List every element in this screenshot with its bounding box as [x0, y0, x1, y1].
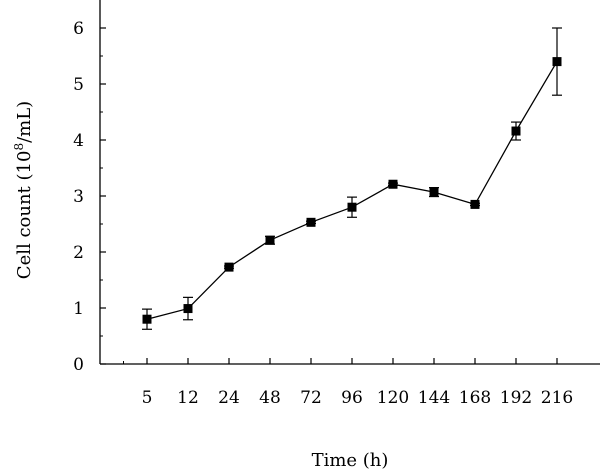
data-point: [511, 126, 521, 136]
x-axis-title: Time (h): [312, 450, 389, 471]
x-axis: 5 12 24 48 72 96 120 144 168 192 216: [123, 358, 573, 408]
y-axis-title-suffix: /mL): [14, 101, 35, 143]
data-point: [347, 202, 357, 212]
y-tick-label: 3: [73, 187, 84, 207]
data-point: [142, 314, 152, 324]
y-tick-label: 4: [73, 131, 84, 151]
x-tick-label: 120: [377, 388, 409, 408]
x-tick-label: 12: [177, 388, 199, 408]
y-axis-title-superscript: 8: [12, 143, 26, 151]
y-tick-label: 5: [73, 75, 84, 95]
data-point: [265, 235, 275, 245]
data-point: [388, 179, 398, 189]
x-tick-label: 72: [300, 388, 322, 408]
y-tick-label: 2: [73, 243, 84, 263]
y-tick-label: 0: [73, 355, 84, 375]
x-tick-label: 5: [142, 388, 153, 408]
data-point: [552, 57, 562, 67]
x-tick-label: 24: [218, 388, 240, 408]
x-tick-label: 168: [459, 388, 491, 408]
x-tick-label: 144: [418, 388, 450, 408]
y-tick-label: 6: [73, 19, 84, 39]
data-point: [429, 187, 439, 197]
data-point: [183, 304, 193, 314]
data-markers: [142, 57, 562, 324]
error-bars: [142, 27, 562, 330]
data-point: [306, 217, 316, 227]
plot-area: [99, 0, 600, 365]
y-axis-title-prefix: Cell count (10: [14, 151, 35, 280]
data-point: [470, 199, 480, 209]
series-polyline: [146, 61, 558, 320]
x-tick-label: 96: [341, 388, 363, 408]
x-tick-label: 48: [259, 388, 281, 408]
x-tick-label: 192: [500, 388, 532, 408]
y-axis-title: Cell count (108/mL): [12, 101, 35, 279]
x-tick-label: 216: [541, 388, 573, 408]
series-line: [146, 61, 558, 320]
data-point: [224, 262, 234, 272]
y-tick-label: 1: [73, 299, 84, 319]
y-axis: 0 1 2 3 4 5 6: [73, 19, 106, 375]
